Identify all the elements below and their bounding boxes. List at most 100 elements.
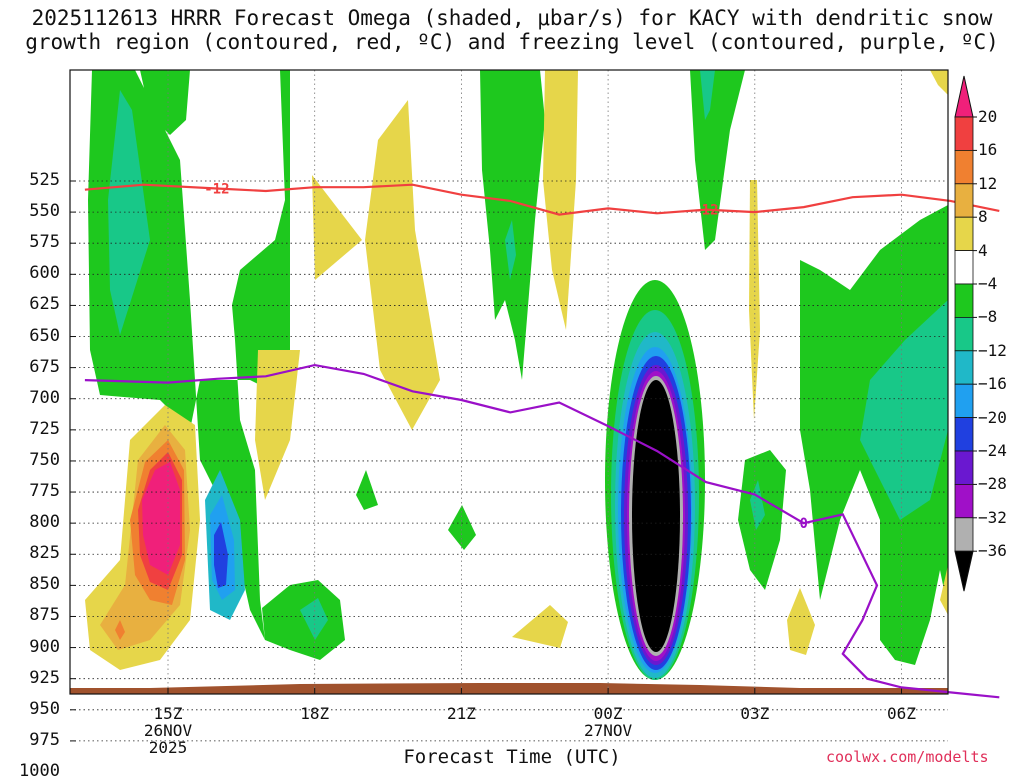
colorbar-segment-5 — [954, 250, 974, 285]
omega-yellow-region-8 — [930, 70, 948, 95]
x-tick-label-15Z: 15Z 26NOV 2025 — [128, 705, 208, 756]
colorbar-segment-10 — [954, 417, 974, 452]
omega-magenta-region — [142, 462, 180, 575]
colorbar-segment-6 — [954, 283, 974, 318]
colorbar-segment-3 — [954, 183, 974, 218]
colorbar-label-8: −16 — [978, 374, 1007, 394]
y-tick-label-975: 975 — [29, 729, 60, 750]
y-tick-label-875: 875 — [29, 605, 60, 626]
x-tick-text-0: 21Z — [446, 704, 476, 723]
omega-darkblue-region-16z — [214, 522, 228, 588]
x-tick-text-0: 06Z — [887, 704, 916, 723]
y-tick-label-900: 900 — [29, 636, 60, 657]
colorbar-label-0: 20 — [978, 107, 998, 126]
colorbar — [954, 75, 977, 592]
colorbar-label-1: 16 — [978, 140, 998, 160]
y-tick-label-575: 575 — [29, 232, 60, 253]
colorbar-label-2: 12 — [978, 173, 998, 193]
freezing-level-contour-label-0: 0 — [799, 516, 807, 532]
x-tick-text-0: 03Z — [740, 704, 770, 723]
credit-text[interactable]: coolwx.com/modelts — [826, 748, 989, 766]
x-tick-label-18Z: 18Z — [275, 705, 355, 756]
colorbar-segment-11 — [954, 450, 974, 485]
y-tick-label-950: 950 — [29, 698, 60, 719]
omega-teal-region-small — [750, 480, 765, 530]
colorbar-label-6: −8 — [978, 307, 998, 327]
x-tick-text-1: 26NOV — [143, 721, 193, 740]
omega-green-region-small-2 — [448, 505, 476, 550]
x-tick-label-03Z: 03Z — [715, 705, 795, 756]
y-tick-label-800: 800 — [29, 512, 60, 533]
colorbar-segment-7 — [954, 316, 974, 352]
omega-yellow-region-1 — [255, 350, 300, 500]
title-line-2: growth region (contoured, red, ºC) and f… — [25, 30, 999, 54]
x-tick-text-0: 18Z — [300, 704, 330, 723]
title-line-1: 2025112613 HRRR Forecast Omega (shaded, … — [31, 6, 993, 30]
colorbar-segment-13 — [954, 517, 974, 552]
y-tick-label-625: 625 — [29, 294, 60, 315]
omega-orange-dot — [115, 620, 125, 640]
omega-yellow-region-5 — [512, 605, 568, 648]
colorbar-label-3: 8 — [978, 207, 988, 227]
omega-teal-region-mid — [505, 220, 516, 280]
y-tick-label-650: 650 — [29, 325, 60, 346]
omega-yellow-region-7 — [787, 588, 815, 655]
y-tick-label-750: 750 — [29, 449, 60, 470]
ground-terrain — [70, 683, 948, 694]
contour-layer: -12 -12 0 — [84, 181, 1000, 699]
omega-teal-region-right — [860, 300, 948, 520]
dgz-contour-label-1: -12 — [693, 203, 718, 219]
colorbar-label-9: −20 — [978, 407, 1007, 427]
omega-green-region-small-3 — [356, 470, 378, 510]
colorbar-segment-1 — [954, 116, 974, 151]
x-axis-title: Forecast Time (UTC) — [403, 746, 621, 768]
y-tick-label-600: 600 — [29, 263, 60, 284]
dgz-contour-label-0: -12 — [204, 181, 229, 197]
chart-title: 2025112613 HRRR Forecast Omega (shaded, … — [0, 6, 1024, 54]
colorbar-label-10: −24 — [978, 441, 1007, 460]
y-tick-label-925: 925 — [29, 667, 60, 688]
y-tick-label-825: 825 — [29, 543, 60, 564]
y-tick-label-525: 525 — [29, 170, 60, 190]
colorbar-top-arrow — [954, 75, 974, 118]
x-tick-text-2: 2025 — [148, 738, 188, 757]
x-tick-label-00Z: 00Z 27NOV — [568, 705, 648, 756]
colorbar-bottom-arrow — [954, 550, 974, 592]
y-tick-label-675: 675 — [29, 356, 60, 377]
colorbar-label-5: −4 — [978, 274, 998, 293]
colorbar-label-11: −28 — [978, 474, 1007, 494]
colorbar-segment-4 — [954, 216, 974, 251]
omega-yellow-region-3 — [365, 100, 440, 430]
y-tick-label-725: 725 — [29, 418, 60, 439]
omega-yellow-region-4 — [543, 70, 578, 330]
omega-yellow-region-9 — [940, 565, 948, 615]
omega-green-region-lower — [262, 580, 345, 660]
y-tick-label-850: 850 — [29, 574, 60, 595]
y-tick-label-775: 775 — [29, 481, 60, 502]
colorbar-segment-9 — [954, 383, 974, 419]
y-tick-label-700: 700 — [29, 387, 60, 408]
colorbar-label-7: −12 — [978, 340, 1007, 360]
omega-black-core — [632, 380, 680, 652]
y-tick-label-550: 550 — [29, 201, 60, 222]
omega-yellow-region-2 — [312, 175, 362, 280]
x-tick-label-06Z: 06Z — [862, 705, 942, 756]
colorbar-label-13: −36 — [978, 541, 1007, 561]
colorbar-segment-2 — [954, 149, 974, 185]
colorbar-label-4: 4 — [978, 240, 988, 260]
omega-teal-region-upper — [700, 70, 715, 120]
colorbar-label-12: −32 — [978, 507, 1007, 527]
x-tick-label-21Z: 21Z — [421, 705, 501, 756]
omega-teal-region-lower — [300, 598, 328, 640]
freezing-level-contour — [84, 363, 1000, 699]
shaded-omega-layer — [70, 70, 948, 694]
plot-frame — [69, 69, 949, 695]
colorbar-segment-12 — [954, 483, 974, 519]
x-tick-text-0: 00Z — [593, 704, 623, 723]
colorbar-segment-8 — [954, 350, 974, 385]
omega-green-region-upper — [690, 70, 745, 250]
dgz-contour — [84, 183, 1000, 216]
x-tick-text-0: 15Z — [153, 704, 183, 723]
x-tick-text-1: 27NOV — [584, 721, 633, 740]
